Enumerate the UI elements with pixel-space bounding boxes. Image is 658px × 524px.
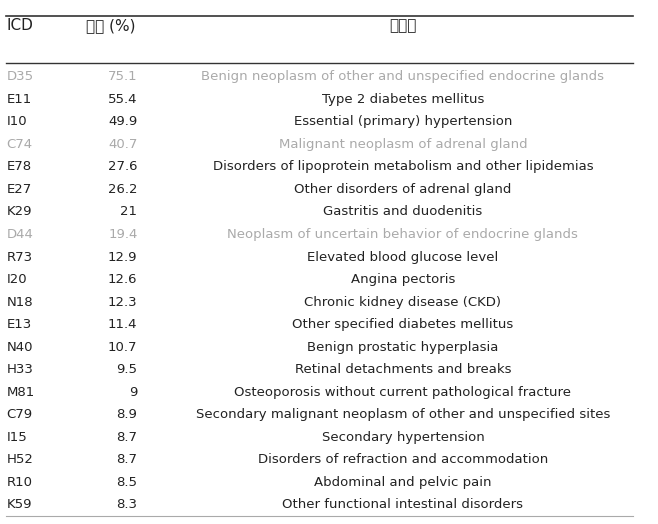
Text: 9.5: 9.5	[116, 363, 138, 376]
Text: 49.9: 49.9	[109, 115, 138, 128]
Text: 27.6: 27.6	[108, 160, 138, 173]
Text: Abdominal and pelvic pain: Abdominal and pelvic pain	[314, 476, 492, 489]
Text: 75.1: 75.1	[108, 70, 138, 83]
Text: Chronic kidney disease (CKD): Chronic kidney disease (CKD)	[305, 296, 501, 309]
Text: N40: N40	[7, 341, 33, 354]
Text: 9: 9	[129, 386, 138, 399]
Text: Essential (primary) hypertension: Essential (primary) hypertension	[293, 115, 512, 128]
Text: K29: K29	[7, 205, 32, 219]
Text: Angina pectoris: Angina pectoris	[351, 273, 455, 286]
Text: 12.9: 12.9	[108, 250, 138, 264]
Text: Other disorders of adrenal gland: Other disorders of adrenal gland	[294, 183, 511, 196]
Text: 8.9: 8.9	[116, 408, 138, 421]
Text: K59: K59	[7, 498, 32, 511]
Text: 55.4: 55.4	[108, 93, 138, 106]
Text: Type 2 diabetes mellitus: Type 2 diabetes mellitus	[322, 93, 484, 106]
Text: 10.7: 10.7	[108, 341, 138, 354]
Text: Other specified diabetes mellitus: Other specified diabetes mellitus	[292, 318, 513, 331]
Text: R10: R10	[7, 476, 32, 489]
Text: Disorders of lipoprotein metabolism and other lipidemias: Disorders of lipoprotein metabolism and …	[213, 160, 594, 173]
Text: E27: E27	[7, 183, 32, 196]
Text: Disorders of refraction and accommodation: Disorders of refraction and accommodatio…	[258, 453, 548, 466]
Text: ICD: ICD	[7, 18, 34, 34]
Text: 21: 21	[120, 205, 138, 219]
Text: 11.4: 11.4	[108, 318, 138, 331]
Text: N18: N18	[7, 296, 33, 309]
Text: M81: M81	[7, 386, 35, 399]
Text: C74: C74	[7, 138, 32, 151]
Text: I15: I15	[7, 431, 27, 444]
Text: 12.3: 12.3	[108, 296, 138, 309]
Text: H52: H52	[7, 453, 34, 466]
Text: Neoplasm of uncertain behavior of endocrine glands: Neoplasm of uncertain behavior of endocr…	[228, 228, 578, 241]
Text: Benign prostatic hyperplasia: Benign prostatic hyperplasia	[307, 341, 499, 354]
Text: Malignant neoplasm of adrenal gland: Malignant neoplasm of adrenal gland	[278, 138, 527, 151]
Text: H33: H33	[7, 363, 34, 376]
Text: 진단명: 진단명	[389, 18, 417, 34]
Text: C79: C79	[7, 408, 32, 421]
Text: Secondary malignant neoplasm of other and unspecified sites: Secondary malignant neoplasm of other an…	[195, 408, 610, 421]
Text: D35: D35	[7, 70, 34, 83]
Text: Osteoporosis without current pathological fracture: Osteoporosis without current pathologica…	[234, 386, 571, 399]
Text: E11: E11	[7, 93, 32, 106]
Text: Other functional intestinal disorders: Other functional intestinal disorders	[282, 498, 523, 511]
Text: 8.5: 8.5	[116, 476, 138, 489]
Text: 비율 (%): 비율 (%)	[86, 18, 136, 34]
Text: Gastritis and duodenitis: Gastritis and duodenitis	[323, 205, 482, 219]
Text: I20: I20	[7, 273, 27, 286]
Text: 40.7: 40.7	[108, 138, 138, 151]
Text: E13: E13	[7, 318, 32, 331]
Text: 12.6: 12.6	[108, 273, 138, 286]
Text: I10: I10	[7, 115, 27, 128]
Text: D44: D44	[7, 228, 34, 241]
Text: E78: E78	[7, 160, 32, 173]
Text: 19.4: 19.4	[108, 228, 138, 241]
Text: 26.2: 26.2	[108, 183, 138, 196]
Text: R73: R73	[7, 250, 32, 264]
Text: Secondary hypertension: Secondary hypertension	[322, 431, 484, 444]
Text: 8.3: 8.3	[116, 498, 138, 511]
Text: Benign neoplasm of other and unspecified endocrine glands: Benign neoplasm of other and unspecified…	[201, 70, 605, 83]
Text: 8.7: 8.7	[116, 431, 138, 444]
Text: Retinal detachments and breaks: Retinal detachments and breaks	[295, 363, 511, 376]
Text: 8.7: 8.7	[116, 453, 138, 466]
Text: Elevated blood glucose level: Elevated blood glucose level	[307, 250, 499, 264]
